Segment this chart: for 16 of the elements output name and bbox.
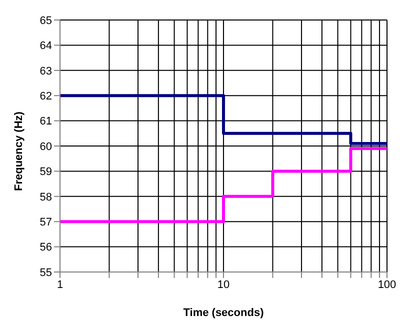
y-tick-label: 63 [40, 65, 52, 78]
y-tick-label: 56 [40, 242, 52, 254]
y-tick-label: 60 [40, 140, 52, 153]
y-tick-label: 61 [40, 116, 52, 128]
x-axis-title: Time (seconds) [183, 307, 264, 319]
x-tick-label: 1 [56, 278, 64, 291]
x-tick-label: 10 [217, 278, 230, 291]
y-tick-label: 62 [40, 90, 52, 103]
y-tick-label: 59 [40, 166, 52, 178]
y-tick-label: 58 [40, 191, 52, 204]
x-tick-label: 100 [378, 278, 396, 291]
y-axis-title: Frequency (Hz) [12, 111, 25, 191]
y-tick-label: 57 [40, 216, 52, 229]
y-tick-label: 65 [40, 14, 52, 27]
y-tick-label: 55 [40, 266, 52, 279]
y-tick-label: 64 [40, 40, 52, 52]
